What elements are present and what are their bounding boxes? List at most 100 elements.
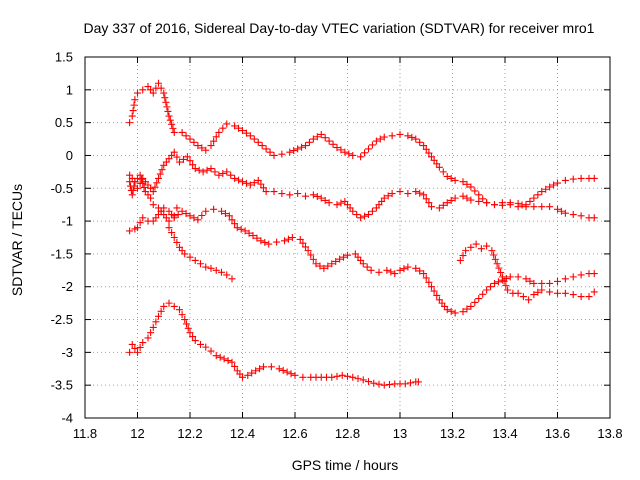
data-point — [218, 268, 225, 276]
data-point — [443, 199, 451, 207]
data-point — [283, 368, 291, 376]
data-point-interp — [136, 343, 144, 351]
data-point — [459, 178, 467, 186]
data-point — [267, 363, 275, 371]
data-point — [202, 263, 210, 271]
data-point-interp — [518, 201, 526, 209]
data-point — [375, 268, 383, 276]
data-point — [278, 150, 286, 158]
data-point — [467, 196, 475, 204]
data-point-interp — [534, 288, 542, 296]
data-point — [506, 199, 514, 207]
data-point — [538, 279, 546, 287]
data-point-interp — [198, 144, 206, 152]
data-point — [173, 204, 181, 212]
data-point — [286, 148, 294, 156]
data-point — [383, 266, 391, 274]
data-point — [220, 355, 228, 363]
data-point — [590, 214, 598, 222]
data-point — [569, 211, 577, 219]
data-point-interp — [216, 353, 224, 361]
data-point — [459, 308, 467, 316]
data-point — [554, 179, 561, 187]
data-point — [160, 89, 168, 97]
data-point — [519, 293, 527, 301]
data-point — [183, 153, 191, 161]
data-point-interp — [430, 156, 438, 164]
data-point-interp — [407, 379, 414, 387]
data-point — [225, 212, 233, 220]
data-point — [338, 371, 346, 379]
data-point — [357, 153, 365, 161]
data-point-interp — [361, 149, 369, 157]
data-point — [270, 188, 278, 196]
series-s7 — [126, 299, 422, 389]
data-point-interp — [365, 378, 372, 386]
data-point — [561, 209, 569, 217]
data-point-interp — [250, 179, 258, 187]
data-point-interp — [447, 174, 455, 182]
y-tick-label: 0 — [66, 148, 73, 163]
data-point — [498, 273, 506, 281]
data-point — [178, 207, 186, 215]
data-point — [504, 286, 512, 294]
data-point — [165, 112, 173, 120]
data-point — [325, 137, 333, 145]
data-point — [459, 192, 467, 200]
data-point-interp — [332, 257, 340, 265]
data-point — [239, 127, 246, 135]
data-point — [412, 135, 420, 143]
data-point-interp — [228, 216, 236, 224]
data-point-interp — [198, 212, 206, 220]
data-point — [265, 240, 273, 248]
series-s4 — [126, 204, 598, 317]
x-tick-label: 13.6 — [545, 426, 570, 441]
data-point-interp — [463, 194, 471, 202]
data-point-interp — [408, 133, 416, 141]
grid-layer — [85, 57, 610, 418]
data-point — [388, 190, 396, 198]
data-point — [231, 122, 239, 130]
data-point — [186, 329, 194, 337]
data-point — [281, 237, 288, 245]
data-point — [561, 275, 569, 283]
data-point-interp — [321, 196, 329, 204]
data-point-interp — [375, 380, 383, 388]
data-point-interp — [422, 145, 430, 153]
data-point-interp — [224, 357, 232, 365]
data-point — [246, 181, 254, 189]
data-point — [475, 295, 483, 303]
data-point — [443, 306, 451, 314]
data-point — [128, 112, 136, 120]
data-point — [569, 273, 577, 281]
data-point — [273, 238, 281, 246]
data-point-interp — [130, 182, 138, 190]
data-point — [186, 253, 194, 261]
data-point-interp — [212, 133, 220, 141]
data-point — [554, 289, 561, 297]
data-point-interp — [416, 138, 424, 146]
data-point — [262, 145, 270, 153]
data-point-interp — [189, 161, 197, 169]
data-point-interp — [416, 267, 424, 275]
data-point — [514, 273, 522, 281]
data-point-interp — [337, 199, 345, 207]
data-point — [538, 203, 546, 211]
data-point — [435, 204, 443, 212]
data-point — [428, 283, 435, 291]
data-point-interp — [231, 220, 239, 228]
data-point — [420, 270, 428, 278]
x-tick-label: 13.8 — [597, 426, 622, 441]
data-point — [325, 199, 333, 207]
data-point — [380, 133, 388, 141]
data-point — [139, 86, 147, 94]
data-point — [493, 260, 501, 268]
data-point — [372, 137, 380, 145]
data-point — [302, 192, 309, 200]
data-point — [139, 339, 147, 347]
x-tick-label: 13.2 — [440, 426, 465, 441]
data-point — [483, 242, 491, 250]
data-point — [128, 340, 136, 348]
data-point — [514, 199, 522, 207]
data-point — [160, 204, 168, 212]
